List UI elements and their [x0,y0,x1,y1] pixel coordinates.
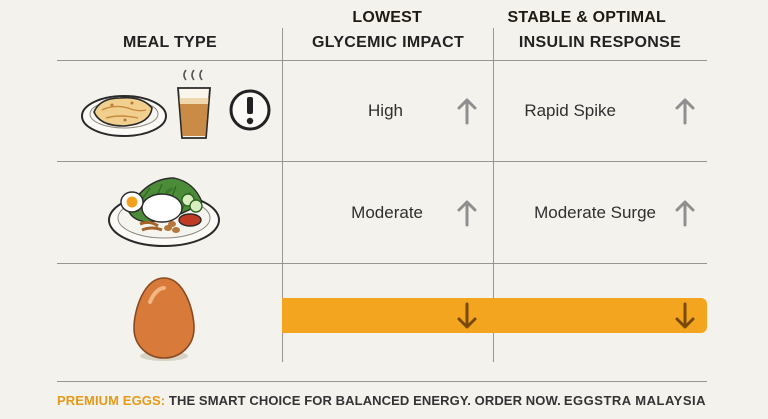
egg-icon [133,277,195,361]
arrow-down-icon [675,302,695,329]
insulin-value-row-3: STABLE & OPTIMAL [507,9,666,26]
nasi-lemak-icon [108,177,220,247]
divider-footer [57,381,707,382]
arrow-up-icon [457,98,477,125]
column-divider-2 [493,28,494,362]
divider-row-1 [57,161,707,162]
footer-accent: PREMIUM EGGS: [57,393,166,408]
glycemic-value-row-1: High [368,101,403,120]
glycemic-value-row-3: LOWEST [352,9,422,26]
glycemic-value-row-2: Moderate [351,203,423,222]
footer-text: THE SMART CHOICE FOR BALANCED ENERGY. OR… [165,393,561,408]
insulin-value-row-2: Moderate Surge [534,203,656,222]
header-meal-type: MEAL TYPE [123,34,217,51]
arrow-up-icon [675,98,695,125]
footer-tagline: PREMIUM EGGS: THE SMART CHOICE FOR BALAN… [57,393,561,409]
arrow-up-icon [457,200,477,227]
column-divider-1 [282,28,283,362]
header-insulin-response: INSULIN RESPONSE [518,34,682,51]
divider-row-2 [57,263,707,264]
optimal-row-highlight [282,298,707,333]
arrow-up-icon [675,200,695,227]
header-glycemic-impact: GLYCEMIC IMPACT [311,34,465,51]
divider-header [57,60,707,61]
insulin-value-row-1: Rapid Spike [524,101,616,120]
brand-name: EGGSTRA MALAYSIA [563,393,706,408]
arrow-down-icon [457,302,477,329]
roti-canai-and-teh-tarik-icon [81,69,271,139]
